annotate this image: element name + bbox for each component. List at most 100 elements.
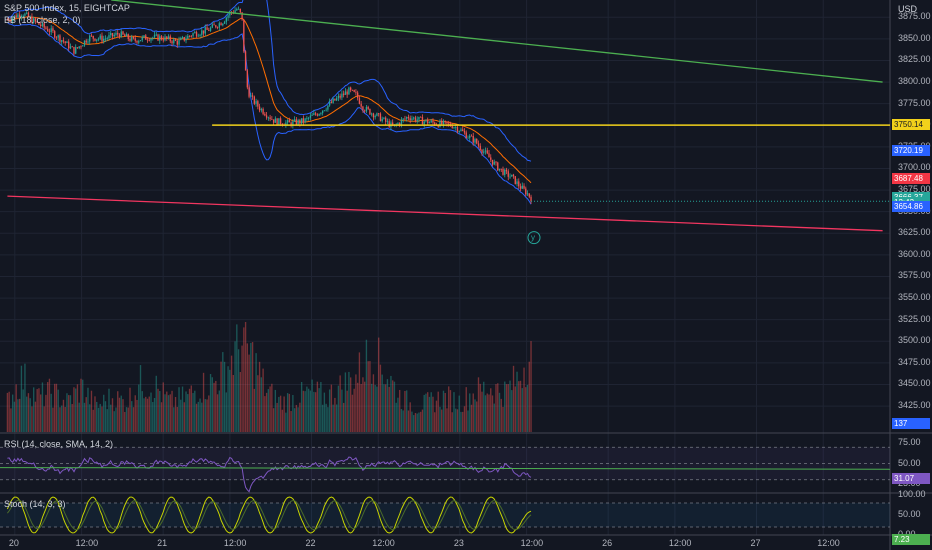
candle-body xyxy=(11,18,14,22)
candle-body xyxy=(307,117,310,119)
candle-body xyxy=(246,70,249,88)
candle-body xyxy=(339,95,341,98)
candle-body xyxy=(351,89,354,91)
candle-body xyxy=(274,118,277,123)
stoch-d-line xyxy=(6,499,532,531)
candle-body xyxy=(285,122,287,126)
volume-bar xyxy=(24,363,26,432)
candle-body xyxy=(493,161,495,165)
volume-bar xyxy=(136,399,138,432)
volume-bar xyxy=(484,395,487,432)
candle-body xyxy=(120,31,122,38)
candle-body xyxy=(75,47,77,54)
candle-body xyxy=(237,8,240,10)
candle-body xyxy=(104,38,107,40)
volume-bar xyxy=(57,389,59,432)
candle-body xyxy=(160,36,163,40)
rsi-trend-line xyxy=(0,467,891,470)
stoch-tick-label: 50.00 xyxy=(898,509,921,519)
volume-bar xyxy=(344,372,347,432)
price-tick-label: 3850.00 xyxy=(898,32,931,43)
volume-bar xyxy=(313,391,315,432)
candle-body xyxy=(17,14,19,18)
drawn-lines[interactable] xyxy=(7,0,890,245)
candle-body xyxy=(27,12,30,17)
candle-body xyxy=(181,37,184,39)
volume-bar xyxy=(6,392,9,432)
candle-body xyxy=(358,98,361,104)
candle-body xyxy=(411,118,413,121)
volume-bar xyxy=(129,387,131,432)
candle-body xyxy=(525,188,527,195)
candle-body xyxy=(413,117,415,119)
volume-bar xyxy=(386,379,389,432)
volume-bar xyxy=(22,389,24,432)
volume-bar xyxy=(297,407,299,432)
price-tick-label: 3500.00 xyxy=(898,335,931,346)
trend-line xyxy=(7,195,883,232)
time-axis-label: 20 xyxy=(8,538,19,548)
candle-body xyxy=(97,38,100,40)
candle-body xyxy=(83,40,86,46)
candle-body xyxy=(502,168,504,175)
volume-bar xyxy=(243,327,245,432)
volume-bar xyxy=(337,385,340,432)
volume-bar xyxy=(246,343,249,432)
volume-bar xyxy=(432,396,434,432)
volume-bar xyxy=(509,380,511,432)
candle-body xyxy=(118,34,121,38)
candle-body xyxy=(346,91,348,95)
candle-body xyxy=(458,130,460,132)
candle-body xyxy=(213,24,215,26)
candle-body xyxy=(36,21,38,23)
volume-bar xyxy=(223,361,226,432)
volume-bar xyxy=(120,395,122,432)
volume-bar xyxy=(435,400,438,432)
volume-bar xyxy=(202,372,205,432)
candle-body xyxy=(286,120,289,123)
volume-bar xyxy=(33,387,35,432)
candle-body xyxy=(316,114,319,116)
candle-body xyxy=(20,15,23,18)
candle-body xyxy=(185,38,187,41)
candle-body xyxy=(264,113,266,116)
volume-bar xyxy=(125,407,128,432)
volume-bar xyxy=(197,401,199,432)
volume-bar xyxy=(413,415,415,432)
rsi-pane xyxy=(0,446,891,493)
candle-body xyxy=(78,46,80,48)
volume-bar xyxy=(143,398,145,432)
candle-body xyxy=(251,95,254,97)
candle-body xyxy=(239,8,242,13)
volume-bar xyxy=(488,394,490,432)
candle-body xyxy=(304,118,306,123)
candle-body xyxy=(197,35,199,37)
volume-bar xyxy=(362,377,364,432)
volume-bar xyxy=(225,392,227,432)
volume-bar xyxy=(427,392,429,432)
candle-body xyxy=(55,37,58,39)
volume-bar xyxy=(339,375,341,432)
candle-body xyxy=(276,118,278,125)
candle-body xyxy=(509,176,511,178)
candle-body xyxy=(26,12,28,14)
volume-bar xyxy=(306,386,308,432)
volume-bar xyxy=(407,410,410,432)
candle-body xyxy=(330,101,333,103)
candle-body xyxy=(150,38,152,41)
volume-bar xyxy=(455,408,457,432)
volume-bar xyxy=(423,394,425,432)
candle-body xyxy=(486,150,488,154)
candle-body xyxy=(143,35,145,37)
candle-body xyxy=(414,117,417,122)
candle-body xyxy=(96,39,98,41)
volume-bar xyxy=(234,341,236,432)
volume-bar xyxy=(216,394,219,432)
stoch-tick-label: 100.00 xyxy=(898,489,926,499)
volume-bar xyxy=(402,410,404,432)
volume-bar xyxy=(38,388,40,432)
volume-bar xyxy=(48,378,51,432)
volume-bar xyxy=(29,398,31,432)
volume-bar xyxy=(18,398,21,432)
